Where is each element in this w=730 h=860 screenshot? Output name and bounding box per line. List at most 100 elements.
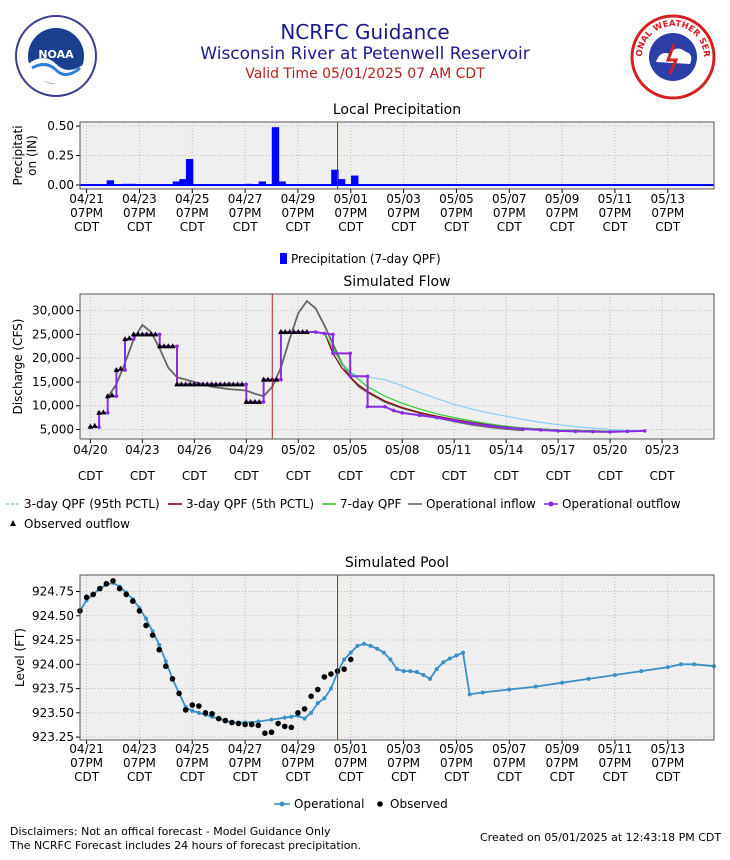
outflow-point [642, 429, 647, 433]
legend-swatch-dot [279, 801, 285, 807]
operational-point [302, 716, 307, 721]
x-tick-label-line: CDT [286, 469, 312, 483]
operational-point [328, 686, 333, 691]
observed-outflow-marker [91, 422, 98, 428]
x-tick-label-line: CDT [391, 220, 417, 234]
x-tick-label-line: 07PM [493, 756, 526, 770]
x-tick-label-line: 04/27 [228, 742, 263, 756]
observed-point [347, 656, 354, 663]
x-tick-label-line: CDT [234, 469, 260, 483]
operational-point [678, 662, 683, 667]
observed-outflow-marker [304, 329, 310, 335]
outflow-point [331, 351, 335, 356]
y-tick-label: 924.75 [32, 585, 74, 599]
observed-point [248, 721, 255, 728]
x-tick-label: 05/14 CDT [489, 443, 524, 483]
legend-swatch-dot [548, 501, 554, 507]
observed-outflow-marker [200, 381, 206, 387]
x-tick-label-line: CDT [655, 220, 681, 234]
legend-label: 3-day QPF (5th PCTL) [186, 497, 314, 511]
x-tick-label-line: CDT [74, 770, 100, 784]
x-tick-label-line: CDT [127, 770, 153, 784]
operational-point [309, 710, 314, 715]
operational-point [381, 650, 386, 655]
x-tick-label-line: CDT [550, 220, 576, 234]
observed-outflow-marker [87, 423, 94, 429]
observed-point [295, 710, 301, 716]
observed-point [169, 676, 176, 682]
plot-area [80, 294, 714, 439]
observed-outflow-marker [117, 365, 124, 371]
x-tick-label-line: 07PM [282, 756, 315, 770]
x-tick-label-line: 07PM [599, 756, 632, 770]
flow-chart: 5,000 10,000 15,000 20,000 25,000 30,000 Simul… [6, 274, 715, 531]
observed-outflow-marker [187, 381, 193, 387]
outflow-point [131, 337, 136, 341]
x-tick-label-line: CDT [285, 770, 311, 784]
x-tick-label: 04/23 CDT [125, 443, 160, 483]
x-tick-label-line: 05/08 [385, 443, 420, 457]
precipitation-chart: 0.00 0.25 0.50 Local Precipitation Precipita… [11, 102, 715, 266]
operational-point [282, 715, 287, 720]
outflow-point [123, 368, 127, 372]
legend-label: Operational [294, 797, 364, 811]
y-tick-label: 923.50 [32, 706, 74, 720]
observed-outflow-marker [109, 392, 115, 398]
precip-bar [106, 180, 115, 185]
operational-point [256, 719, 261, 724]
observed-outflow-marker [100, 409, 107, 415]
observed-outflow-marker [130, 331, 137, 337]
operational-point [533, 684, 538, 689]
observed-point [314, 686, 321, 693]
outflow-point [504, 425, 508, 430]
y-tick-label: 0.25 [47, 149, 74, 163]
x-tick-label-line: CDT [127, 220, 153, 234]
x-tick-label: 05/02 CDT [281, 443, 316, 483]
x-tick-label-line: 05/11 [437, 443, 472, 457]
observed-outflow-marker [174, 381, 180, 387]
noaa-logo: NOAA [15, 15, 97, 97]
operational-point [467, 692, 472, 697]
x-tick-label-line: CDT [338, 469, 364, 483]
outflow-point [590, 429, 595, 434]
y-tick-label: 20,000 [32, 351, 74, 365]
observed-point [222, 717, 229, 724]
legend-label: Operational inflow [426, 497, 536, 511]
x-tick-label-line: CDT [338, 220, 364, 234]
x-tick-label-line: 04/29 [229, 443, 264, 457]
y-tick-label: 10,000 [32, 399, 74, 413]
observed-outflow-marker [161, 343, 167, 349]
x-tick-label-line: 07PM [334, 756, 367, 770]
y-axis-label: Level (FT) [13, 628, 27, 687]
y-axis-label: Precipitation (IN) [11, 125, 39, 185]
legend: Operational Observed [274, 797, 448, 811]
operational-point [692, 662, 697, 667]
y-tick-label: 923.75 [32, 682, 74, 696]
x-tick-label-line: CDT [391, 770, 417, 784]
observed-outflow-marker [139, 331, 146, 337]
x-tick-label-line: CDT [233, 770, 259, 784]
operational-point [342, 657, 347, 662]
operational-point [150, 629, 155, 634]
x-tick-label-line: 04/25 [175, 192, 210, 206]
observed-outflow-marker [152, 331, 159, 337]
precip-bar [179, 179, 187, 185]
x-tick-label-line: 04/29 [281, 192, 316, 206]
x-tick-label-line: 07PM [599, 206, 632, 220]
operational-point [408, 669, 413, 674]
x-tick-label-line: 04/21 [69, 192, 104, 206]
chart-subtitle: Wisconsin River at Petenwell Reservoir [200, 44, 530, 64]
observed-outflow-marker [265, 376, 271, 382]
x-tick-label-line: 05/13 [650, 742, 685, 756]
x-tick-label-line: 04/23 [122, 742, 157, 756]
x-tick-label-line: CDT [650, 469, 676, 483]
